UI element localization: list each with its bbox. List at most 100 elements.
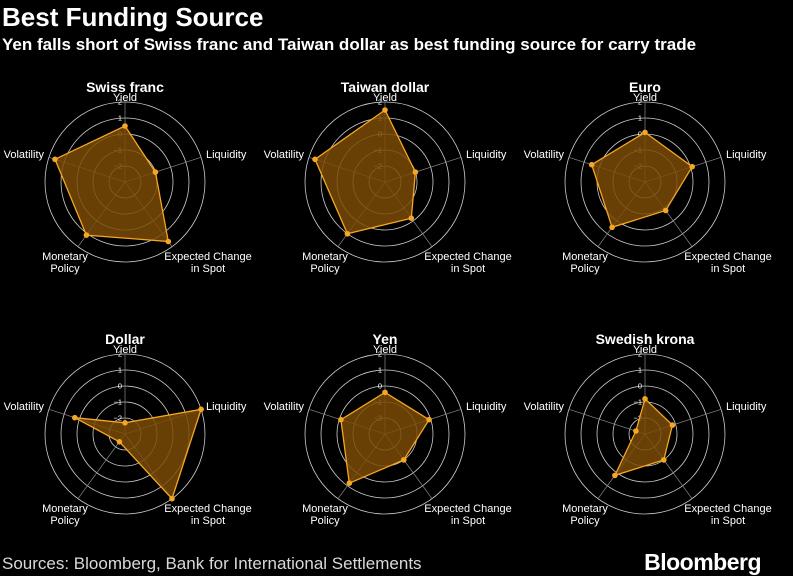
tick-label: 0 [638, 130, 642, 139]
panel-title: Euro [629, 79, 661, 95]
data-point-volatility [52, 156, 58, 163]
data-point-liquidity [689, 163, 695, 170]
data-point-yield [122, 420, 128, 426]
tick-label: 0 [638, 382, 642, 391]
axis-label-volatility: Volatility [4, 401, 45, 413]
axis-label-monetary-policy: Monetary Policy [42, 251, 88, 275]
source-note: Sources: Bloomberg, Bank for Internation… [2, 554, 422, 573]
data-point-yield [382, 107, 388, 113]
tick-label: 2 [378, 98, 382, 107]
axis-label-yield: Yield [113, 92, 137, 104]
axis-label-monetary-policy: Monetary Policy [562, 503, 608, 527]
axis-label-liquidity: Liquidity [726, 149, 767, 161]
data-area [590, 131, 694, 229]
data-point-monetary-policy [609, 224, 615, 231]
data-point-expected-change-in-spot [662, 207, 669, 214]
axis-label-yield: Yield [633, 344, 657, 356]
axis-label-yield: Yield [113, 344, 137, 356]
axis-label-expected-change-in-spot: Expected Change in Spot [164, 251, 251, 275]
radar-panel-swiss-franc: Swiss franc−2−1012YieldLiquidityExpected… [4, 79, 252, 275]
tick-label: −1 [113, 398, 122, 407]
tick-label: 2 [638, 98, 642, 107]
axis-spoke [77, 433, 126, 499]
tick-label: 0 [378, 382, 382, 391]
data-point-expected-change-in-spot [165, 238, 172, 245]
tick-label: 1 [118, 366, 122, 375]
axis-label-expected-change-in-spot: Expected Change in Spot [684, 251, 771, 275]
data-area [613, 397, 674, 477]
axis-label-monetary-policy: Monetary Policy [302, 503, 348, 527]
axis-label-liquidity: Liquidity [206, 149, 247, 161]
data-point-volatility [72, 414, 78, 421]
data-point-liquidity [669, 422, 676, 428]
data-point-monetary-policy [344, 231, 351, 237]
axis-label-volatility: Volatility [524, 401, 565, 413]
data-point-yield [642, 396, 648, 402]
axis-label-monetary-policy: Monetary Policy [562, 251, 608, 275]
axis-label-liquidity: Liquidity [206, 401, 247, 413]
tick-label: 2 [118, 350, 122, 359]
data-point-liquidity [198, 406, 204, 413]
axis-label-expected-change-in-spot: Expected Change in Spot [424, 251, 511, 275]
axis-label-expected-change-in-spot: Expected Change in Spot [164, 503, 251, 527]
axis-label-liquidity: Liquidity [466, 401, 507, 413]
data-point-yield [642, 129, 648, 136]
tick-label: 1 [118, 114, 122, 123]
data-point-monetary-policy [116, 439, 123, 445]
tick-label: −2 [633, 414, 642, 423]
panel-title: Swiss franc [86, 79, 164, 95]
data-point-expected-change-in-spot [661, 457, 667, 463]
tick-label: −1 [633, 398, 642, 407]
data-point-yield [382, 389, 388, 396]
data-point-expected-change-in-spot [169, 495, 175, 502]
data-point-liquidity [412, 169, 419, 175]
axis-label-monetary-policy: Monetary Policy [302, 251, 348, 275]
data-area [54, 125, 170, 243]
tick-label: 2 [378, 350, 382, 359]
radar-panel-taiwan-dollar: Taiwan dollar−2−1012YieldLiquidityExpect… [264, 79, 512, 275]
data-point-liquidity [152, 169, 159, 175]
data-point-volatility [338, 416, 344, 423]
tick-label: 1 [638, 366, 642, 375]
data-area [340, 391, 430, 485]
axis-label-volatility: Volatility [264, 401, 305, 413]
data-point-yield [122, 123, 128, 129]
axis-label-volatility: Volatility [264, 149, 305, 161]
chart-subtitle: Yen falls short of Swiss franc and Taiwa… [2, 35, 697, 54]
tick-label: 1 [378, 366, 382, 375]
data-point-monetary-policy [612, 472, 618, 479]
data-point-volatility [312, 156, 318, 163]
axis-label-yield: Yield [633, 92, 657, 104]
data-point-volatility [633, 428, 639, 434]
data-area [314, 109, 417, 235]
axis-label-volatility: Volatility [524, 149, 565, 161]
tick-label: 2 [638, 350, 642, 359]
panel-title: Swedish krona [596, 331, 695, 347]
axis-spoke [568, 408, 646, 435]
axis-label-yield: Yield [373, 92, 397, 104]
panel-title: Taiwan dollar [341, 79, 430, 95]
panel-title: Dollar [105, 331, 145, 347]
axis-label-yield: Yield [373, 344, 397, 356]
data-point-monetary-policy [83, 232, 90, 238]
axis-label-expected-change-in-spot: Expected Change in Spot [684, 503, 771, 527]
chart-title: Best Funding Source [2, 2, 264, 32]
tick-label: −2 [113, 414, 122, 423]
tick-label: 2 [118, 98, 122, 107]
data-point-liquidity [426, 416, 432, 423]
data-point-expected-change-in-spot [401, 457, 407, 463]
tick-label: 1 [638, 114, 642, 123]
bloomberg-logo: Bloomberg [644, 549, 761, 575]
axis-label-monetary-policy: Monetary Policy [42, 503, 88, 527]
axis-label-liquidity: Liquidity [466, 149, 507, 161]
axis-label-volatility: Volatility [4, 149, 45, 161]
axis-label-liquidity: Liquidity [726, 401, 767, 413]
data-point-volatility [588, 161, 595, 168]
tick-label: 0 [118, 382, 122, 391]
data-point-monetary-policy [346, 480, 353, 487]
